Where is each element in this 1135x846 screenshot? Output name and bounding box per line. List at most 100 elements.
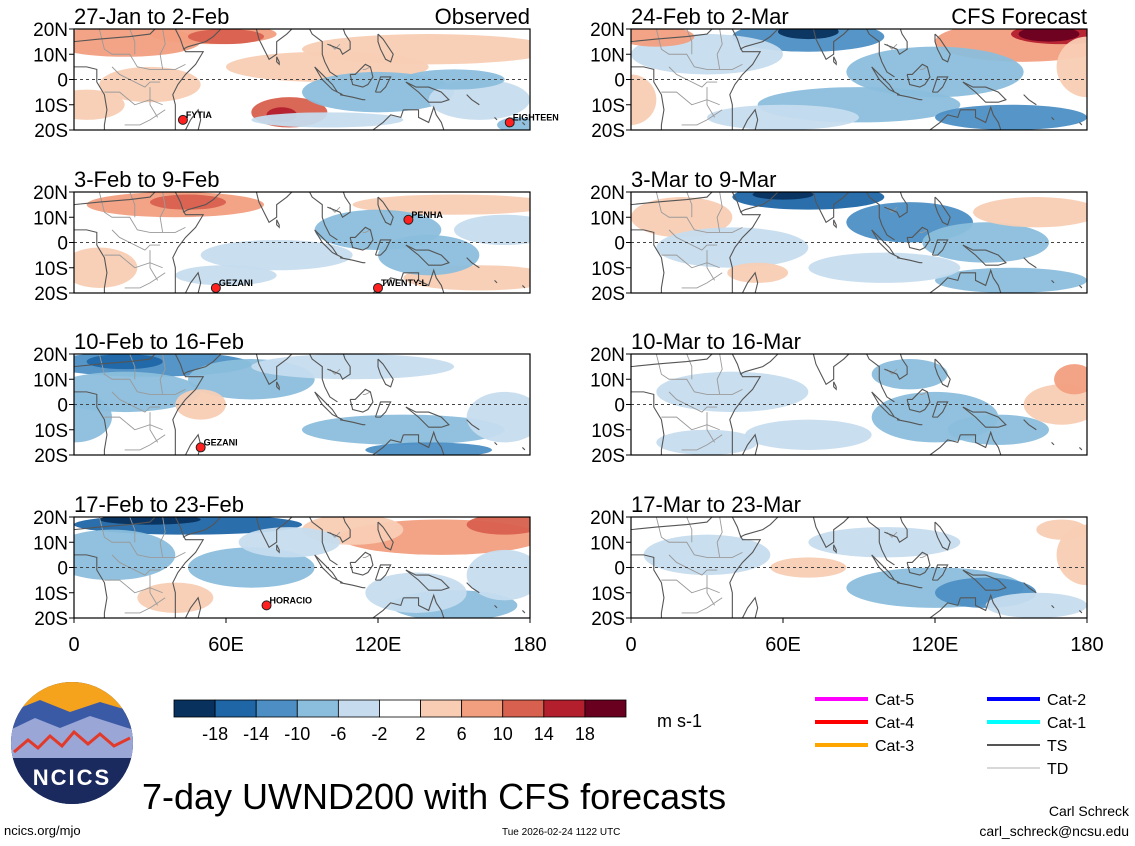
lat-tick-label: 0 [57, 396, 68, 417]
lat-tick-label: 20S [591, 284, 625, 305]
country-border [111, 391, 161, 413]
coastline [327, 517, 353, 544]
coastline [314, 66, 343, 96]
coastline [741, 433, 759, 455]
country-border [149, 412, 158, 443]
lat-tick-label: 10N [590, 533, 625, 554]
footer-email[interactable]: carl_schreck@ncsu.edu [979, 823, 1129, 839]
lat-tick-label: 20N [590, 345, 625, 366]
panel-period-title: 10-Mar to 16-Mar [631, 329, 801, 354]
country-border [655, 354, 743, 395]
colorbar: -18 -14 -10 -6 -2 2 6 10 14 18 [173, 699, 627, 744]
anomaly-contour [188, 547, 315, 588]
coastline [931, 401, 949, 418]
map-panel-forecast-3: 10-Mar to 16-Mar 20N 10N 0 10S 20S [590, 329, 1088, 467]
anomaly-contour [466, 549, 530, 601]
panel-period-title: 24-Feb to 2-Mar [631, 4, 789, 29]
country-border [655, 192, 743, 233]
coastline [327, 29, 353, 56]
lat-tick-label: 10S [34, 421, 68, 442]
coastline [884, 354, 910, 381]
country-border [706, 575, 715, 606]
coastline [276, 219, 280, 229]
coastline [362, 109, 404, 130]
coastline [74, 66, 108, 130]
lon-tick-label: 120E [355, 634, 402, 656]
coastline [494, 116, 498, 121]
coastline [522, 447, 526, 451]
colorbar-swatch [420, 699, 463, 718]
country-border [661, 91, 720, 106]
coastline [960, 593, 1002, 618]
coastline [833, 544, 837, 554]
country-border [159, 354, 166, 395]
country-border [362, 391, 371, 395]
coastline [172, 354, 205, 455]
country-border [149, 87, 158, 118]
coastline [812, 517, 895, 566]
coastline [314, 391, 343, 421]
coastline [1079, 610, 1083, 614]
colorbar-tick-label: 14 [534, 724, 554, 744]
country-border [919, 391, 928, 395]
colorbar-tick-label: 2 [416, 724, 426, 744]
anomaly-contour [752, 192, 814, 200]
storm-marker [504, 117, 515, 128]
coastline [934, 358, 951, 388]
country-border [668, 66, 718, 88]
coastline [1023, 582, 1037, 594]
lat-tick-label: 20N [33, 20, 68, 41]
lat-tick-label: 10N [33, 45, 68, 66]
coastline [377, 33, 394, 63]
lat-tick-label: 0 [614, 559, 625, 580]
anomaly-contour [1056, 524, 1087, 586]
coastline [276, 544, 280, 554]
coastline [833, 381, 837, 391]
coastline [871, 66, 900, 96]
coastline [906, 63, 931, 88]
panel-period-title: 10-Feb to 16-Feb [74, 329, 244, 354]
coastline [919, 272, 961, 293]
country-border [821, 492, 864, 502]
anomaly-contour [251, 112, 404, 128]
coastline [74, 517, 156, 531]
lat-tick-label: 20N [590, 183, 625, 204]
country-border [124, 597, 166, 614]
footer-url[interactable]: ncics.org/mjo [4, 823, 81, 838]
lat-tick-label: 20S [34, 446, 68, 467]
country-border [655, 517, 743, 558]
coastline [906, 388, 931, 413]
coastline [871, 391, 900, 421]
country-border [104, 91, 163, 106]
coastline [919, 434, 961, 455]
coastline [931, 564, 949, 581]
coastline [1023, 419, 1037, 431]
units-label: m s-1 [657, 711, 702, 731]
coastline [906, 226, 931, 251]
coastline [377, 358, 394, 388]
coastline [833, 219, 837, 229]
coastline [377, 196, 394, 226]
anomaly-contour [656, 227, 809, 268]
coastline [962, 569, 1007, 591]
panel-period-title: 3-Feb to 9-Feb [74, 167, 220, 192]
coastline [172, 29, 205, 130]
legend-label: TS [1047, 738, 1067, 755]
coastline [1023, 257, 1037, 269]
lat-tick-label: 10N [33, 533, 68, 554]
anomaly-contour [150, 194, 226, 210]
country-border [661, 416, 720, 431]
coastline [1079, 447, 1083, 451]
country-border [111, 554, 161, 576]
footer-timestamp: Tue 2026-02-24 1122 UTC [502, 827, 621, 838]
anomaly-contour [1054, 364, 1087, 395]
country-border [873, 29, 886, 30]
coastline [374, 401, 392, 418]
coastline [871, 229, 900, 259]
lat-tick-label: 0 [614, 234, 625, 255]
coastline [896, 257, 923, 264]
country-border [159, 29, 166, 70]
lat-tick-label: 10S [34, 259, 68, 280]
map-panel-forecast-2: 3-Mar to 9-Mar 20N 10N 0 10S 20S [590, 167, 1088, 305]
